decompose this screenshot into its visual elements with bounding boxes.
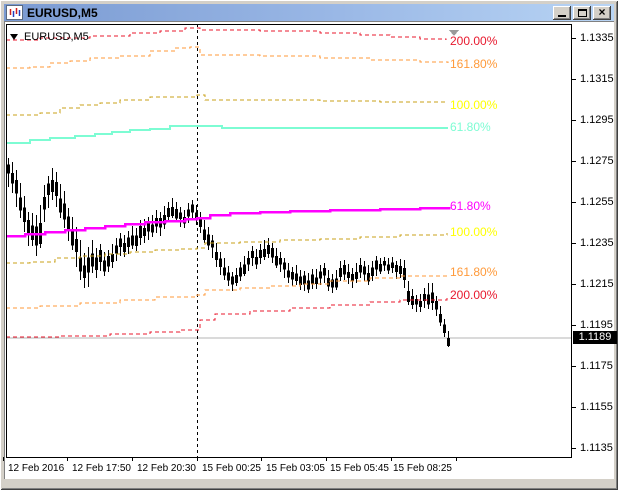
fibo-level-label-lower: 161.80% <box>450 265 498 280</box>
time-axis-label: 12 Feb 2016 <box>8 463 65 474</box>
minimize-icon <box>558 15 566 17</box>
fibo-level-label-lower: 200.00% <box>450 288 498 303</box>
price-axis-label: 1.1315 <box>580 73 614 85</box>
fibo-level-label-upper: 100.00% <box>450 98 498 113</box>
price-axis-label: 1.1195 <box>580 319 613 331</box>
price-axis-label: 1.1155 <box>580 401 613 413</box>
fibo-level-label-upper: 161.80% <box>450 57 498 72</box>
fibo-level-line-lower-61.80%[interactable] <box>6 206 451 238</box>
window-title: EURUSD,M5 <box>27 5 98 20</box>
fibo-level-line-upper-61.80%[interactable] <box>6 124 448 144</box>
price-axis-label: 1.1235 <box>580 237 614 249</box>
time-axis-label: 15 Feb 03:05 <box>266 463 325 474</box>
fibo-level-label-upper: 200.00% <box>450 34 498 49</box>
maximize-icon <box>577 8 587 17</box>
price-axis-label: 1.1335 <box>580 32 614 44</box>
window-controls: × <box>553 5 611 20</box>
fibo-level-label-lower: 100.00% <box>450 225 498 240</box>
fibo-level-line-upper-161.80%[interactable] <box>6 46 449 69</box>
symbol-label: EURUSD,M5 <box>10 31 89 43</box>
price-axis-label: 1.1255 <box>580 196 614 208</box>
price-axis-label: 1.1295 <box>580 114 614 126</box>
time-axis-label: 15 Feb 05:45 <box>330 463 389 474</box>
fibo-level-line-upper-200.00%[interactable] <box>6 27 447 41</box>
price-axis-label: 1.1135 <box>580 442 613 454</box>
price-axis-label: 1.1275 <box>580 155 614 167</box>
fibo-level-line-lower-100.00%[interactable] <box>6 233 448 264</box>
close-button[interactable]: × <box>593 5 611 20</box>
fibo-level-line-lower-200.00%[interactable] <box>6 297 448 338</box>
price-axis-label: 1.1215 <box>580 278 614 290</box>
chart-client-area[interactable] <box>4 21 614 479</box>
price-axis-label: 1.1175 <box>580 360 613 372</box>
time-axis-label: 15 Feb 00:25 <box>202 463 261 474</box>
time-axis-label: 12 Feb 17:50 <box>72 463 131 474</box>
object-anchor-triangle-icon[interactable] <box>449 30 459 36</box>
symbol-text: EURUSD,M5 <box>24 31 89 43</box>
minimize-button[interactable] <box>553 5 571 20</box>
current-price-box: 1.1189 <box>573 330 617 344</box>
time-axis-label: 12 Feb 20:30 <box>137 463 196 474</box>
chart-icon <box>6 5 23 20</box>
dropdown-arrow-icon[interactable] <box>10 34 18 40</box>
fibo-level-label-upper: 61.80% <box>450 119 491 134</box>
maximize-button[interactable] <box>573 5 591 20</box>
current-price-value: 1.1189 <box>578 331 612 344</box>
fibo-level-line-lower-161.80%[interactable] <box>6 274 449 309</box>
title-bar[interactable]: EURUSD,M5 × <box>4 4 614 21</box>
fibo-level-line-upper-100.00%[interactable] <box>6 94 448 116</box>
fibo-level-label-lower: 61.80% <box>450 199 491 214</box>
close-icon: × <box>598 5 606 19</box>
plot-frame <box>6 24 572 458</box>
time-axis-label: 15 Feb 08:25 <box>393 463 452 474</box>
